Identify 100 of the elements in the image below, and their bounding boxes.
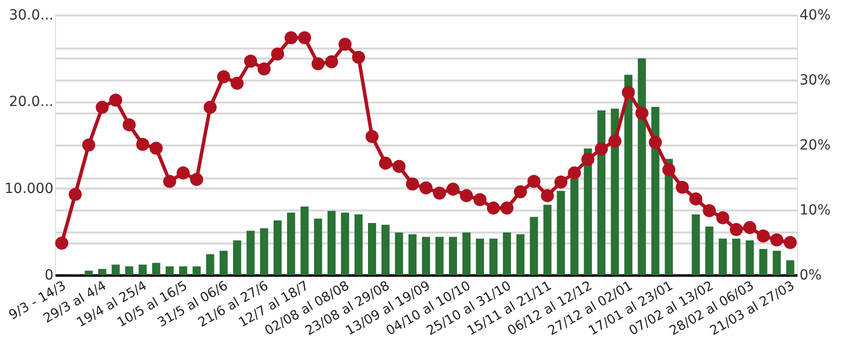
point [298,31,312,44]
point [716,211,730,224]
point [284,31,298,44]
bar [408,234,417,275]
point [82,138,96,152]
bar [759,249,768,275]
point [702,204,716,218]
bar [705,226,714,275]
bar [394,232,404,275]
bar [300,206,309,275]
point [486,202,500,215]
bar [772,250,781,275]
point [743,221,756,234]
y2-tick-label: 40% [800,8,831,24]
bar [166,266,174,275]
bar [597,110,606,275]
point [392,160,406,173]
bar [274,220,282,275]
bar [354,214,363,275]
y-tick-label: 20.0... [8,94,54,110]
y2-tick-label: 0% [800,268,822,284]
point [756,229,770,243]
bar [556,190,565,275]
point [55,236,68,250]
point [460,189,473,202]
bar [84,270,93,275]
bar [192,266,201,275]
point [419,181,433,194]
point [96,100,109,114]
point [568,166,581,180]
point [271,47,284,61]
point [176,166,190,180]
y2-tick-label: 10% [800,202,831,218]
point [190,172,204,186]
bar [246,230,255,275]
point [406,177,420,191]
bar [179,266,188,275]
y2-tick-label: 30% [800,72,831,88]
point [622,86,635,99]
point [204,100,217,114]
bar [152,262,160,275]
point [770,233,784,246]
bar [112,264,120,275]
point [244,54,258,68]
point [676,180,689,194]
point [473,193,486,206]
bar [287,212,296,275]
point [68,188,82,201]
bar [543,204,552,275]
bar [638,58,646,275]
bar [718,238,727,275]
bar [260,228,268,275]
bar [314,218,322,275]
bar [489,238,498,275]
point [608,134,622,148]
point [662,163,676,176]
bar [328,210,336,275]
bar [692,214,700,275]
point [312,57,325,70]
point [540,189,554,202]
point [648,136,662,149]
bar [448,236,458,275]
y2-tick-label: 20% [800,138,831,154]
point [554,176,568,189]
point [784,236,797,250]
bar [570,178,578,275]
bar [206,254,214,275]
point [514,185,527,198]
bar [651,106,660,275]
bar [624,74,632,275]
point [527,174,540,188]
point [338,38,352,51]
point [500,202,514,215]
point [635,106,648,120]
bar [422,236,430,275]
point [352,50,366,64]
bar [530,216,538,275]
bar [381,224,390,275]
point [150,142,163,155]
bar [476,238,484,275]
point [446,182,460,196]
bar [462,232,471,275]
point [325,55,338,68]
y-tick-label: 30.0... [8,8,54,24]
bar [125,266,134,275]
point [258,62,271,76]
bar [233,240,242,275]
point [366,130,379,144]
bar [516,234,524,275]
bar [341,212,350,275]
point [122,118,136,132]
point [109,94,122,107]
y-tick-label: 0 [44,268,54,284]
bar [138,264,147,275]
y-tick-label: 10.000 [4,180,54,197]
bar [98,268,106,275]
bar [746,240,754,275]
bar [732,238,740,275]
bar [786,260,794,275]
bar [220,250,228,275]
